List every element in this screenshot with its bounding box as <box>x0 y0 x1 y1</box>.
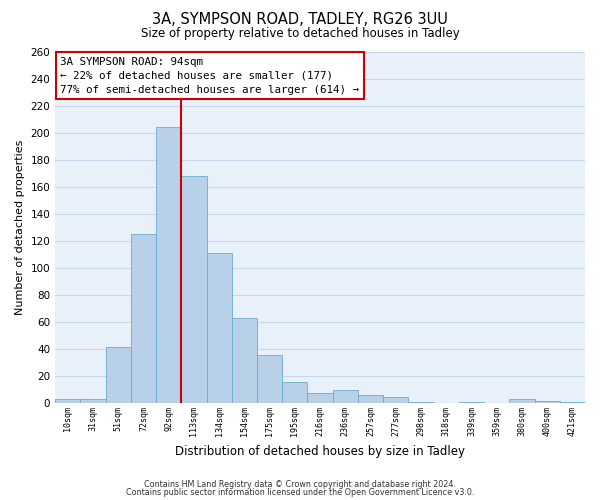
Bar <box>409 402 434 404</box>
Bar <box>560 402 585 404</box>
Bar <box>307 392 332 404</box>
Bar <box>181 176 206 404</box>
Bar <box>535 400 560 404</box>
Bar <box>257 354 282 404</box>
Text: Contains public sector information licensed under the Open Government Licence v3: Contains public sector information licen… <box>126 488 474 497</box>
X-axis label: Distribution of detached houses by size in Tadley: Distribution of detached houses by size … <box>175 444 465 458</box>
Bar <box>282 382 307 404</box>
Y-axis label: Number of detached properties: Number of detached properties <box>15 140 25 315</box>
Bar <box>156 128 181 404</box>
Bar <box>206 253 232 404</box>
Bar <box>358 396 383 404</box>
Bar <box>55 400 80 404</box>
Bar <box>80 400 106 404</box>
Bar <box>459 402 484 404</box>
Bar <box>232 318 257 404</box>
Bar <box>332 390 358 404</box>
Bar <box>106 346 131 404</box>
Bar <box>383 396 409 404</box>
Text: Contains HM Land Registry data © Crown copyright and database right 2024.: Contains HM Land Registry data © Crown c… <box>144 480 456 489</box>
Bar <box>131 234 156 404</box>
Text: Size of property relative to detached houses in Tadley: Size of property relative to detached ho… <box>140 28 460 40</box>
Bar <box>509 400 535 404</box>
Text: 3A, SYMPSON ROAD, TADLEY, RG26 3UU: 3A, SYMPSON ROAD, TADLEY, RG26 3UU <box>152 12 448 28</box>
Text: 3A SYMPSON ROAD: 94sqm
← 22% of detached houses are smaller (177)
77% of semi-de: 3A SYMPSON ROAD: 94sqm ← 22% of detached… <box>61 57 359 95</box>
